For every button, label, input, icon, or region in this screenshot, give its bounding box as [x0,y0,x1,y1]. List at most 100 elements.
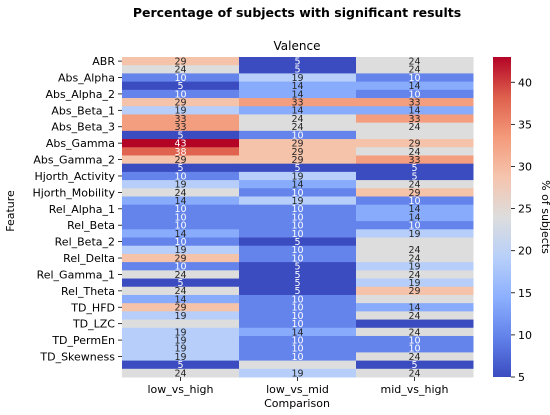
heatmap-cell [239,180,357,189]
heatmap-cell [122,253,240,263]
cell-value-label: 10 [174,171,186,182]
cell-value-label: 24 [408,122,420,133]
cell-value-label: 14 [291,81,303,92]
cell-value-label: 5 [294,286,300,297]
cell-value-label: 19 [174,344,186,355]
cell-value-label: 24 [408,180,420,191]
heatmap-cell [239,294,357,304]
heatmap-cell [239,65,357,74]
cell-value-label: 24 [408,65,420,76]
heatmap-cell [122,180,240,189]
heatmap-cell [356,89,474,99]
heatmap-cell [356,98,474,107]
heatmap-cell [122,81,240,91]
y-tick-label: ABR [92,55,115,68]
cell-value-label: 29 [408,139,420,150]
cell-value-label: 29 [408,188,420,199]
heatmap-cell [239,188,357,197]
heatmap-cell [239,229,357,239]
heatmap-cell [122,327,240,337]
cell-value-label: 10 [174,262,186,273]
y-tick-label: Abs_Beta_3 [51,121,115,134]
heatmap-cell [239,98,357,107]
heatmap-cell [239,212,357,222]
heatmap-cell [356,327,474,337]
cell-value-label: 29 [174,98,186,109]
cell-value-label: 29 [174,303,186,314]
heatmap-cell [122,286,240,296]
heatmap-cell [122,368,240,378]
heatmap-cell [239,352,357,362]
heatmap-cell [356,262,474,271]
heatmap-cell [239,147,357,156]
heatmap-cell [239,303,357,312]
cell-value-label: 29 [174,57,186,68]
heatmap-cell [356,221,474,230]
cell-value-label: 19 [408,229,420,240]
x-tick-label: low_vs_mid [266,383,329,396]
cell-value-label: 24 [408,352,420,363]
heatmap-cell [122,294,240,304]
heatmap-cell [356,57,474,66]
heatmap-cell [239,130,357,140]
cell-value-label: 24 [408,253,420,264]
heatmap-cell [239,335,357,345]
cell-value-label: 19 [408,278,420,289]
cell-value-label: 5 [177,163,183,174]
heatmap-cell [239,155,357,165]
heatmap-cell [122,278,240,288]
cell-value-label: 24 [408,57,420,68]
cell-value-label: 10 [291,130,303,141]
cell-value-label: 14 [408,204,420,215]
heatmap-cell [122,163,240,173]
cell-value-label: 24 [408,368,420,379]
heatmap-cell [356,229,474,239]
colorbar-tick-label: 35 [518,118,532,131]
y-tick-label: TD_LZC [72,318,115,331]
heatmap-cell [239,319,357,329]
y-tick-label: Hjorth_Mobility [32,186,115,199]
cell-value-label: 10 [291,221,303,232]
heatmap-cell [239,368,357,378]
heatmap-cell [239,204,357,214]
cell-value-label: 24 [291,114,303,125]
heatmap-cell [356,368,474,378]
heatmap-cell [122,204,240,214]
heatmap-cell [122,311,240,321]
cell-value-label: 14 [291,89,303,100]
y-tick-label: Hjorth_Activity [34,170,115,183]
y-tick-label: Abs_Alpha_2 [45,88,115,101]
cell-value-label: 10 [291,303,303,314]
cell-value-label: 14 [408,81,420,92]
heatmap-cell [122,65,240,74]
cell-value-label: 29 [174,253,186,264]
heatmap-cell [356,303,474,312]
heatmap-cell [122,262,240,271]
cell-value-label: 14 [291,180,303,191]
heatmap-cell [356,311,474,321]
heatmap-cell [239,89,357,99]
colorbar [493,57,511,377]
cell-value-label: 5 [411,171,417,182]
cell-value-label: 29 [291,155,303,166]
cell-value-label: 24 [408,147,420,158]
heatmap-cell [239,270,357,280]
cell-value-label: 10 [408,221,420,232]
heatmap-cell [356,163,474,173]
cell-value-label: 19 [174,106,186,117]
cell-value-label: 10 [174,89,186,100]
heatmap-cell [122,122,240,132]
cell-value-label: 19 [291,171,303,182]
cell-value-label: 19 [174,352,186,363]
heatmap-cell [122,57,240,66]
cell-value-label: 14 [291,327,303,338]
heatmap-cell [356,319,474,329]
heatmap-cell [239,278,357,288]
x-tick-label: mid_vs_high [381,383,449,396]
cell-value-label: 10 [408,344,420,355]
cell-value-label: 19 [291,73,303,84]
cell-value-label: 33 [408,98,420,109]
cell-value-label: 24 [174,188,186,199]
colorbar-tick-label: 20 [518,245,532,258]
